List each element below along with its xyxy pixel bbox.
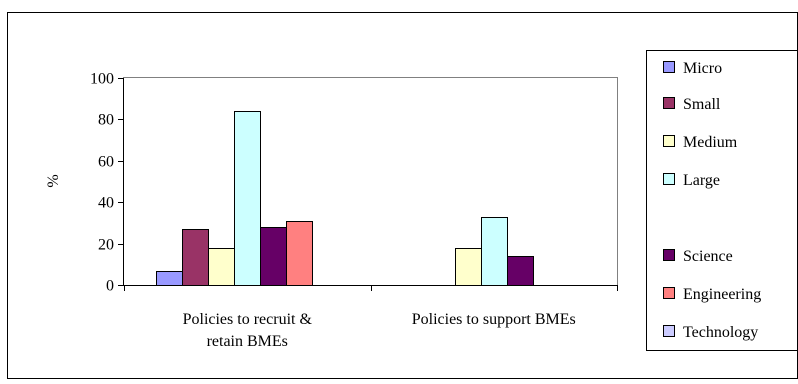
y-tick-label: 80 bbox=[98, 112, 114, 129]
legend-label-micro: Micro bbox=[683, 60, 722, 77]
bars bbox=[156, 111, 534, 286]
bar-large bbox=[481, 217, 508, 286]
bar-micro bbox=[156, 271, 183, 286]
legend-label-engineering: Engineering bbox=[683, 286, 761, 303]
y-tick-label: 100 bbox=[90, 71, 114, 88]
legend-swatch-small bbox=[663, 97, 675, 109]
legend-label-medium: Medium bbox=[683, 134, 738, 151]
legend-swatch-micro bbox=[663, 61, 675, 73]
legend-label-large: Large bbox=[683, 172, 720, 189]
y-axis-label: % bbox=[45, 174, 62, 187]
x-tick-label: Policies to support BMEs bbox=[412, 311, 576, 328]
y-tick-label: 0 bbox=[106, 278, 114, 295]
bar-small bbox=[182, 229, 209, 286]
legend-swatch-engineering bbox=[663, 287, 675, 299]
legend-swatch-large bbox=[663, 173, 675, 185]
legend: Micro Small Medium Large Science Engineering T… bbox=[663, 60, 761, 341]
bar-science bbox=[507, 256, 534, 286]
bar-engineering bbox=[286, 221, 313, 286]
y-tick-label: 20 bbox=[98, 237, 114, 254]
legend-box bbox=[646, 50, 798, 351]
x-tick-label: Policies to recruit & retain BMEs bbox=[183, 311, 313, 350]
bar-large bbox=[234, 111, 261, 286]
y-axis: 0 20 40 60 80 100 bbox=[90, 71, 124, 295]
legend-label-science: Science bbox=[683, 248, 733, 265]
y-tick-label: 60 bbox=[98, 154, 114, 171]
bar-science bbox=[260, 227, 287, 286]
legend-swatch-medium bbox=[663, 135, 675, 147]
bar-medium bbox=[455, 248, 482, 286]
y-tick-label: 40 bbox=[98, 195, 114, 212]
legend-label-small: Small bbox=[683, 96, 721, 113]
legend-label-technology: Technology bbox=[683, 324, 758, 341]
bar-medium bbox=[208, 248, 235, 286]
legend-swatch-science bbox=[663, 249, 675, 261]
legend-swatch-technology bbox=[663, 325, 675, 337]
